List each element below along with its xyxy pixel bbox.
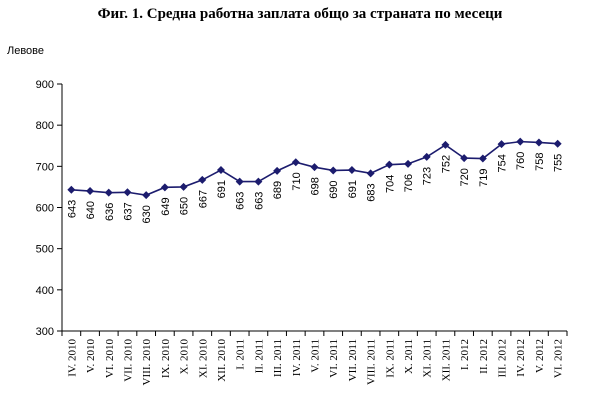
y-tick-label: 900 xyxy=(36,79,54,91)
x-tick-label: VI. 2011 xyxy=(328,339,340,378)
x-tick-label: VIII. 2010 xyxy=(141,339,153,386)
x-tick-label: V. 2011 xyxy=(310,339,322,373)
x-tick-label: VI. 2010 xyxy=(104,339,116,379)
data-label: 720 xyxy=(459,168,471,186)
x-tick-label: V. 2012 xyxy=(534,339,546,373)
data-point xyxy=(385,160,394,169)
data-label: 760 xyxy=(515,152,527,170)
chart-title: Фиг. 1. Средна работна заплата общо за с… xyxy=(97,6,503,22)
x-tick-label: III. 2011 xyxy=(272,339,284,377)
data-label: 630 xyxy=(141,205,153,223)
y-tick-label: 700 xyxy=(36,161,54,173)
x-tick-label: IX. 2011 xyxy=(384,339,396,378)
data-label: 704 xyxy=(384,175,396,193)
x-tick-label: IX. 2010 xyxy=(160,339,172,379)
data-label: 698 xyxy=(310,177,322,195)
data-point xyxy=(216,166,225,175)
x-tick-label: III. 2012 xyxy=(497,339,509,378)
data-point xyxy=(441,140,450,149)
y-tick-label: 500 xyxy=(36,244,54,256)
y-tick-label: 600 xyxy=(36,203,54,215)
x-tick-label: II. 2011 xyxy=(253,339,265,373)
data-point xyxy=(235,177,244,186)
x-tick-label: XI. 2011 xyxy=(422,339,434,378)
data-point xyxy=(104,188,113,197)
x-tick-label: X. 2010 xyxy=(179,339,191,375)
data-point xyxy=(422,152,431,161)
data-label: 689 xyxy=(272,181,284,199)
data-point xyxy=(534,138,543,147)
data-label: 752 xyxy=(440,155,452,173)
data-point xyxy=(310,163,319,172)
data-point xyxy=(404,159,413,168)
data-label: 755 xyxy=(553,154,565,172)
data-label: 683 xyxy=(366,183,378,201)
x-tick-label: X. 2011 xyxy=(403,339,415,374)
x-tick-label: V. 2010 xyxy=(85,339,97,374)
data-point xyxy=(198,175,207,184)
data-point xyxy=(329,166,338,175)
x-tick-label: II. 2012 xyxy=(478,339,490,374)
x-tick-label: VII. 2011 xyxy=(347,339,359,381)
y-tick-label: 400 xyxy=(36,285,54,297)
data-point xyxy=(123,188,132,197)
data-point xyxy=(553,139,562,148)
data-point xyxy=(460,154,469,163)
data-point xyxy=(86,187,95,196)
data-point xyxy=(497,140,506,149)
data-label: 691 xyxy=(216,180,228,198)
data-label: 723 xyxy=(422,167,434,185)
x-tick-label: VIII. 2011 xyxy=(366,339,378,385)
data-label: 640 xyxy=(85,201,97,219)
x-tick-label: XII. 2011 xyxy=(440,339,452,381)
data-label: 710 xyxy=(291,172,303,190)
y-tick-label: 800 xyxy=(36,120,54,132)
y-tick-label: 300 xyxy=(36,326,54,338)
data-point xyxy=(273,166,282,175)
x-tick-label: IV. 2012 xyxy=(515,339,527,377)
data-label: 663 xyxy=(235,192,247,210)
data-point xyxy=(478,154,487,163)
x-tick-label: IV. 2011 xyxy=(291,339,303,376)
data-label: 663 xyxy=(253,192,265,210)
data-point xyxy=(516,137,525,146)
data-label: 758 xyxy=(534,152,546,170)
data-label: 754 xyxy=(497,154,509,172)
data-point xyxy=(179,182,188,191)
data-point xyxy=(160,183,169,192)
x-tick-label: XII. 2010 xyxy=(216,339,228,382)
data-label: 650 xyxy=(179,197,191,215)
data-point xyxy=(366,169,375,178)
data-point xyxy=(142,191,151,200)
data-label: 637 xyxy=(122,202,134,220)
y-axis-label: Левове xyxy=(7,45,45,57)
data-point xyxy=(291,158,300,167)
x-tick-label: VII. 2010 xyxy=(122,339,134,382)
x-tick-label: XI. 2010 xyxy=(197,339,209,379)
data-label: 690 xyxy=(328,180,340,198)
x-tick-label: I. 2012 xyxy=(459,339,471,370)
data-point xyxy=(67,185,76,194)
data-point xyxy=(347,166,356,175)
data-label: 691 xyxy=(347,180,359,198)
data-label: 706 xyxy=(403,174,415,192)
data-label: 643 xyxy=(66,200,78,218)
x-tick-label: I. 2011 xyxy=(235,339,247,370)
data-label: 649 xyxy=(160,197,172,215)
data-label: 719 xyxy=(478,169,490,187)
data-point xyxy=(254,177,263,186)
data-label: 636 xyxy=(104,203,116,221)
data-label: 667 xyxy=(197,190,209,208)
x-tick-label: IV. 2010 xyxy=(66,339,78,377)
x-tick-label: VI. 2012 xyxy=(553,339,565,378)
